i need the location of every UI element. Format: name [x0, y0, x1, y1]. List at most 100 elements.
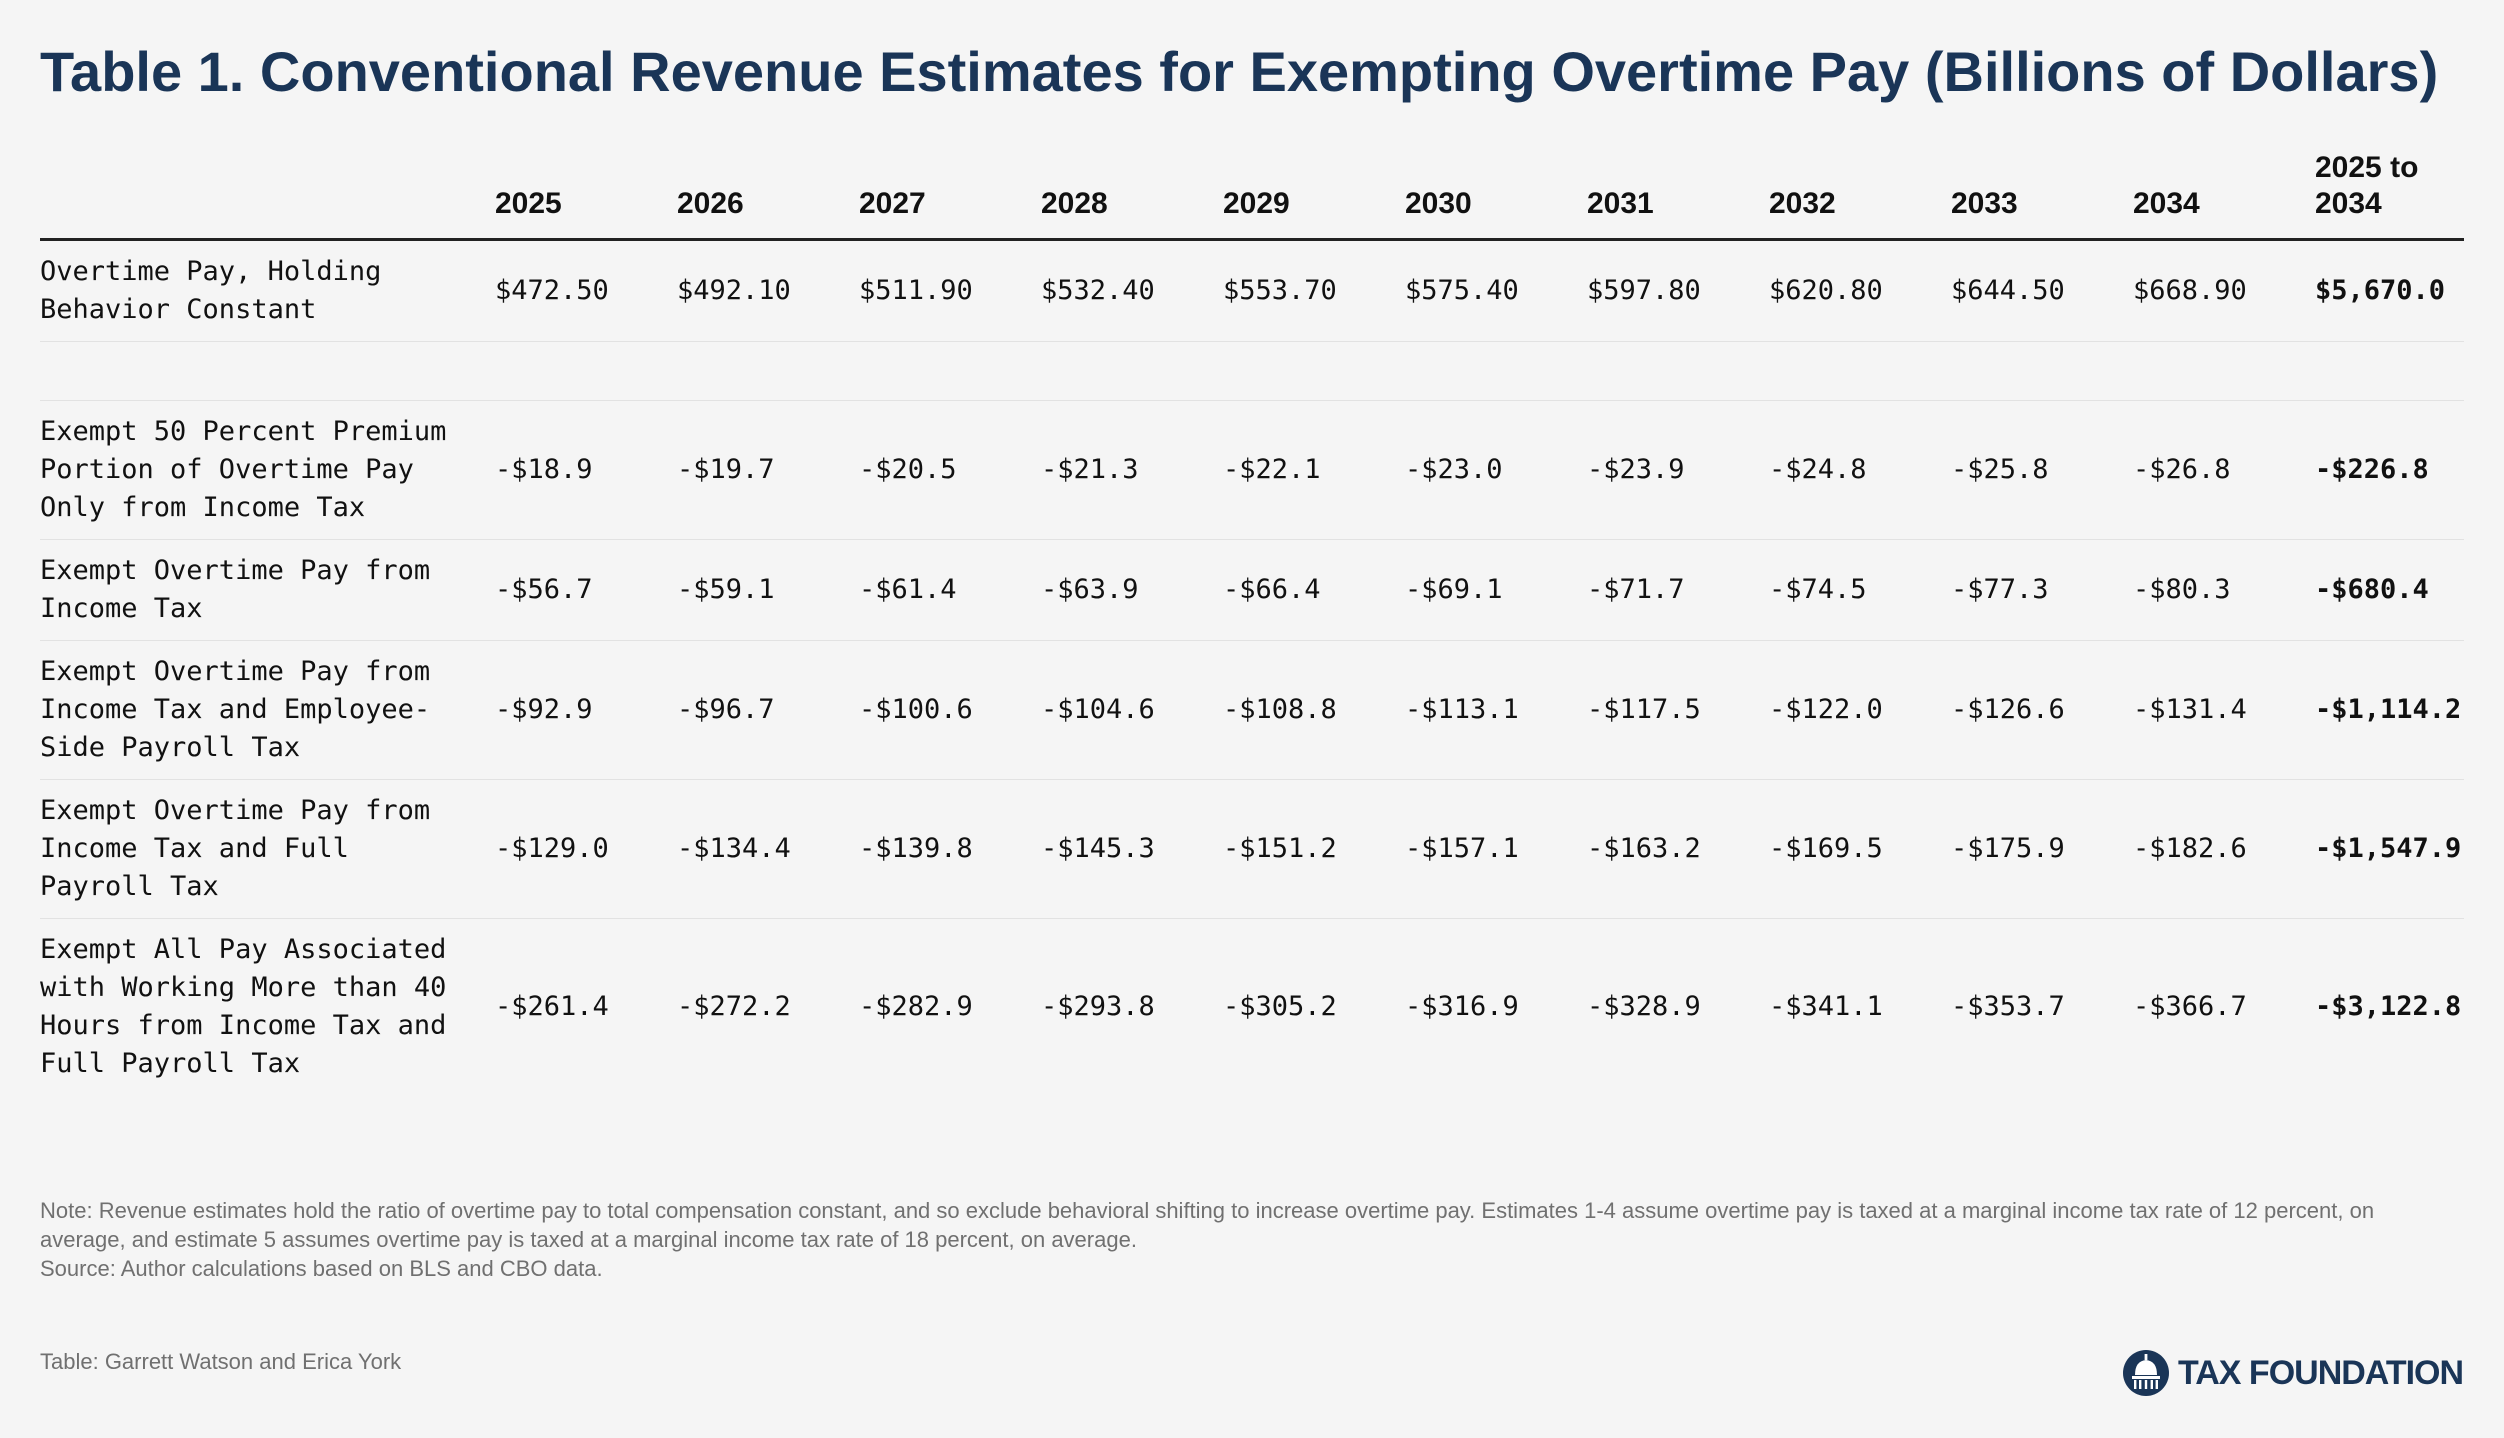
table-cell: $597.80 [1587, 239, 1769, 342]
header-row: 2025 2026 2027 2028 2029 2030 2031 2032 … [40, 150, 2464, 241]
note-text: Note: Revenue estimates hold the ratio o… [40, 1198, 2375, 1252]
table-cell: -$80.3 [2133, 539, 2315, 641]
table-cell: -$104.6 [1041, 640, 1223, 780]
table-cell: -$151.2 [1223, 779, 1405, 919]
table-cell: $511.90 [859, 239, 1041, 342]
table-cell: -$96.7 [677, 640, 859, 780]
table-title: Table 1. Conventional Revenue Estimates … [40, 40, 2439, 103]
capitol-dome-icon [2123, 1350, 2169, 1396]
table-cell: -$23.9 [1587, 400, 1769, 540]
table-row: Exempt All Pay Associated with Working M… [40, 919, 2464, 1096]
revenue-estimates-table: 2025 2026 2027 2028 2029 2030 2031 2032 … [40, 150, 2464, 1095]
column-header-year: 2025 [495, 150, 677, 241]
row-label: Exempt Overtime Pay from Income Tax and … [40, 779, 495, 919]
column-header-year: 2030 [1405, 150, 1587, 241]
table-cell: -$66.4 [1223, 539, 1405, 641]
table-cell: $472.50 [495, 239, 677, 342]
table-cell: -$117.5 [1587, 640, 1769, 780]
table-cell: -$92.9 [495, 640, 677, 780]
table-cell: -$20.5 [859, 400, 1041, 540]
table-cell: $532.40 [1041, 239, 1223, 342]
table-cell: -$21.3 [1041, 400, 1223, 540]
table-cell: $492.10 [677, 239, 859, 342]
table-cell: -$272.2 [677, 991, 791, 1022]
total-cell: -$1,547.9 [2315, 779, 2464, 919]
table-cell: -$63.9 [1041, 539, 1223, 641]
table-cell: -$129.0 [495, 779, 677, 919]
table-cell: -$341.1 [1769, 991, 1883, 1022]
column-header-year: 2027 [859, 150, 1041, 241]
table-cell: -$100.6 [859, 640, 1041, 780]
total-cell: -$1,114.2 [2315, 640, 2464, 780]
column-header-year: 2029 [1223, 150, 1405, 241]
table-cell: -$182.6 [2133, 779, 2315, 919]
total-cell: $5,670.0 [2315, 239, 2464, 342]
table-cell: -$24.8 [1769, 400, 1951, 540]
column-header-year: 2033 [1951, 150, 2133, 241]
table-cell: -$19.7 [677, 400, 859, 540]
table-row: Exempt 50 Percent Premium Portion of Ove… [40, 400, 2464, 540]
table-cell: $644.50 [1951, 239, 2133, 342]
row-label: Exempt Overtime Pay from Income Tax and … [40, 640, 495, 780]
table-cell: -$169.5 [1769, 779, 1951, 919]
table-cell: -$108.8 [1223, 640, 1405, 780]
table-cell: $620.80 [1769, 239, 1951, 342]
table-cell: -$71.7 [1587, 539, 1769, 641]
total-cell: -$3,122.8 [2315, 991, 2462, 1022]
table-cell: -$134.4 [677, 779, 859, 919]
logo-text: TAX FOUNDATION [2178, 1353, 2464, 1392]
column-header-year: 2032 [1769, 150, 1951, 241]
tax-foundation-logo[interactable]: TAX FOUNDATION [2122, 1346, 2464, 1400]
table-cell: -$316.9 [1405, 991, 1519, 1022]
table-cell: -$74.5 [1769, 539, 1951, 641]
table-cell: $575.40 [1405, 239, 1587, 342]
column-header-year: 2034 [2133, 150, 2315, 241]
column-header-year: 2031 [1587, 150, 1769, 241]
table-cell: -$126.6 [1951, 640, 2133, 780]
table-cell: -$131.4 [2133, 640, 2315, 780]
table-cell: -$69.1 [1405, 539, 1587, 641]
table-cell: -$157.1 [1405, 779, 1587, 919]
column-header-label [40, 150, 495, 241]
table-cell: -$139.8 [859, 779, 1041, 919]
source-text: Source: Author calculations based on BLS… [40, 1256, 603, 1281]
spacer-cell [40, 341, 2464, 401]
total-cell: -$226.8 [2315, 400, 2464, 540]
table-cell: -$122.0 [1769, 640, 1951, 780]
table-cell: $668.90 [2133, 239, 2315, 342]
table-cell: -$163.2 [1587, 779, 1769, 919]
table-cell: -$113.1 [1405, 640, 1587, 780]
table-cell: -$282.9 [859, 991, 973, 1022]
row-label: Overtime Pay, Holding Behavior Constant [40, 239, 495, 342]
notes-block: Note: Revenue estimates hold the ratio o… [40, 1196, 2464, 1283]
table-cell: -$23.0 [1405, 400, 1587, 540]
table-cell: $553.70 [1223, 239, 1405, 342]
column-header-year: 2028 [1041, 150, 1223, 241]
column-header-total: 2025 to 2034 [2315, 150, 2464, 241]
spacer-row [40, 341, 2464, 401]
table-cell: -$18.9 [495, 400, 677, 540]
table-cell: -$145.3 [1041, 779, 1223, 919]
table-row: Exempt Overtime Pay from Income Tax and … [40, 640, 2464, 780]
table-cell: -$353.7 [1951, 991, 2065, 1022]
table-credit: Table: Garrett Watson and Erica York [40, 1349, 402, 1374]
table-cell: -$366.7 [2133, 991, 2247, 1022]
table-row: Exempt Overtime Pay from Income Tax -$56… [40, 539, 2464, 641]
table-row: Overtime Pay, Holding Behavior Constant … [40, 239, 2464, 342]
table-cell: -$305.2 [1223, 991, 1337, 1022]
table-cell: -$61.4 [859, 539, 1041, 641]
column-header-year: 2026 [677, 150, 859, 241]
table-cell: -$56.7 [495, 539, 677, 641]
row-label: Exempt 50 Percent Premium Portion of Ove… [40, 400, 495, 540]
table-cell: -$59.1 [677, 539, 859, 641]
table-row: Exempt Overtime Pay from Income Tax and … [40, 779, 2464, 919]
table-cell: -$261.4 [495, 991, 609, 1022]
total-cell: -$680.4 [2315, 539, 2464, 641]
table-cell: -$175.9 [1951, 779, 2133, 919]
table-cell: -$25.8 [1951, 400, 2133, 540]
table-cell: -$77.3 [1951, 539, 2133, 641]
row-label: Exempt All Pay Associated with Working M… [40, 934, 447, 1079]
row-label: Exempt Overtime Pay from Income Tax [40, 539, 495, 641]
table-cell: -$22.1 [1223, 400, 1405, 540]
table-cell: -$328.9 [1587, 991, 1701, 1022]
